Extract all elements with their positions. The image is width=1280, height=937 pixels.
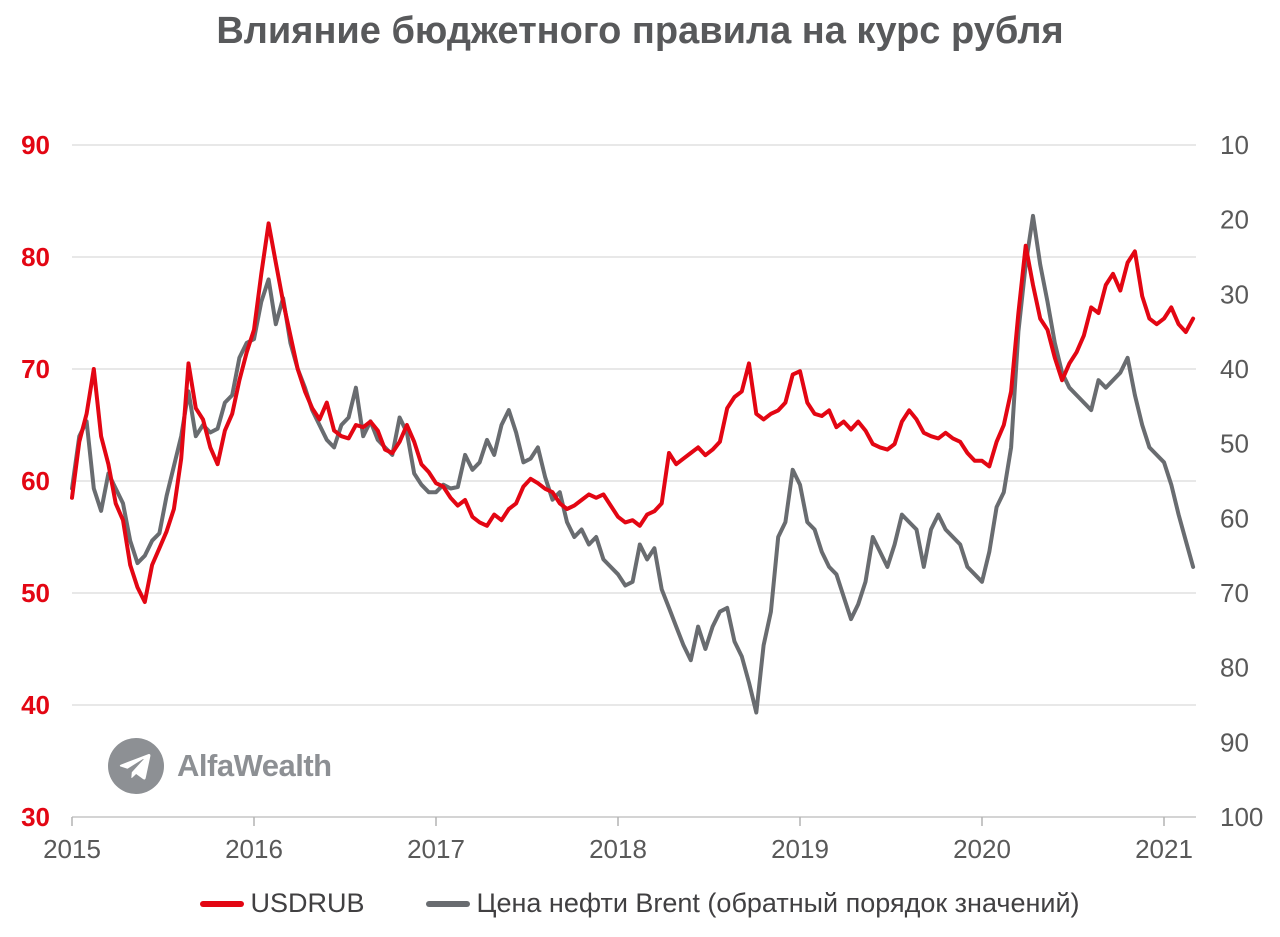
x-axis-label-2018: 2018 (589, 834, 647, 864)
left-axis-label-40: 40 (21, 690, 50, 720)
alfawealth-watermark: AlfaWealth (108, 738, 332, 794)
watermark-text: AlfaWealth (177, 748, 332, 783)
usdrub-line (70, 221, 1196, 604)
usdrub-line-swatch (200, 900, 245, 907)
x-axis-label-2016: 2016 (225, 834, 283, 864)
legend-item-brent: Цена нефти Brent (обратный порядок значе… (426, 888, 1080, 919)
right-axis-label-10: 10 (1220, 130, 1249, 160)
x-axis-label-2020: 2020 (953, 834, 1011, 864)
right-axis-label-30: 30 (1220, 279, 1249, 309)
left-axis-label-50: 50 (21, 578, 50, 608)
right-axis-label-90: 90 (1220, 727, 1249, 757)
legend-label-usdrub: USDRUB (250, 888, 365, 918)
left-axis-label-90: 90 (21, 130, 50, 160)
right-axis-label-40: 40 (1220, 354, 1249, 384)
x-axis-label-2015: 2015 (43, 834, 101, 864)
legend-label-brent: Цена нефти Brent (обратный порядок значе… (476, 888, 1080, 918)
x-axis-label-2017: 2017 (407, 834, 465, 864)
x-axis-label-2019: 2019 (771, 834, 829, 864)
chart-legend: USDRUB Цена нефти Brent (обратный порядо… (0, 888, 1280, 919)
right-axis-label-60: 60 (1220, 503, 1249, 533)
telegram-paper-plane-icon (108, 738, 164, 794)
left-axis-label-60: 60 (21, 466, 50, 496)
right-axis-label-20: 20 (1220, 205, 1249, 235)
right-axis-label-70: 70 (1220, 578, 1249, 608)
right-axis-label-80: 80 (1220, 653, 1249, 683)
legend-item-usdrub: USDRUB (200, 888, 364, 919)
right-axis-label-50: 50 (1220, 429, 1249, 459)
left-axis-label-30: 30 (21, 802, 50, 832)
brent-line-swatch (426, 900, 471, 907)
right-axis-label-100: 100 (1220, 802, 1263, 832)
brent-line (70, 213, 1196, 715)
paper-plane-glyph (119, 754, 151, 780)
x-axis-label-2021: 2021 (1135, 834, 1193, 864)
left-axis-label-70: 70 (21, 354, 50, 384)
left-axis-label-80: 80 (21, 242, 50, 272)
chart-title: Влияние бюджетного правила на курс рубля (216, 10, 1064, 52)
